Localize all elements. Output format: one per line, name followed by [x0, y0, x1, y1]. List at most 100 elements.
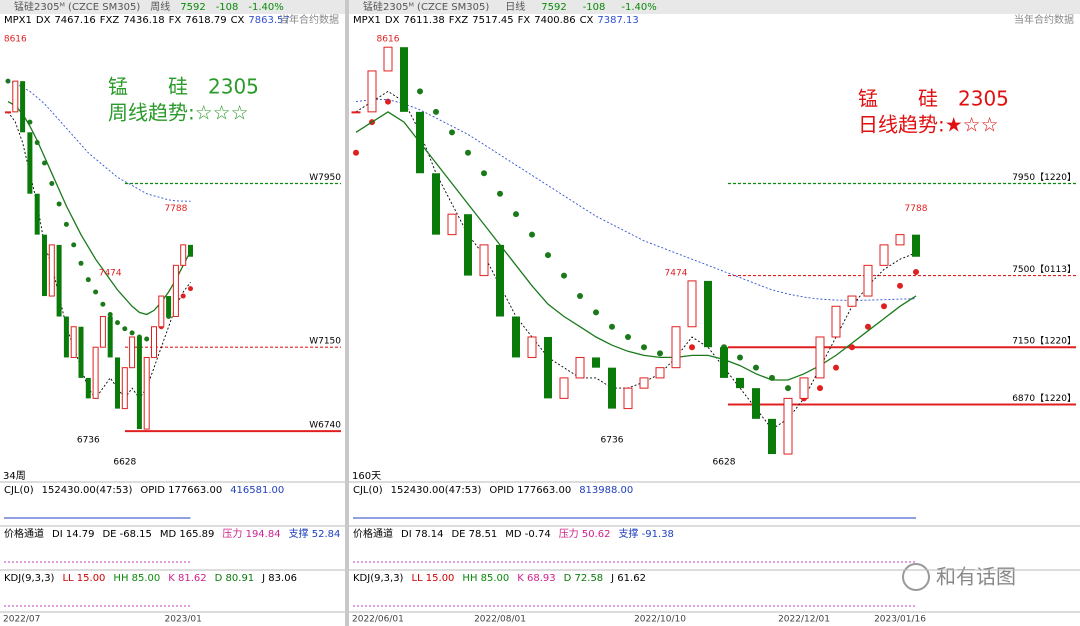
instrument-title: 锰硅2305ᴹ (CZCE SM305) — [363, 0, 489, 13]
bar-count: 34周 — [3, 470, 26, 482]
sar-dot — [93, 289, 99, 295]
indicator-name: 价格通道 — [4, 527, 44, 540]
sar-dot — [100, 301, 106, 307]
indicator-value: DE 78.51 — [451, 529, 497, 540]
candle — [158, 295, 165, 328]
watermark-icon — [902, 563, 930, 591]
extreme-label: 7474 — [99, 268, 122, 278]
level-label: 7150【1220】 — [1012, 336, 1076, 347]
sar-dot — [417, 88, 423, 95]
candle — [639, 377, 649, 389]
indicator-value: 416581.00 — [230, 485, 284, 496]
last-price: 7592 — [541, 2, 566, 13]
candle — [367, 70, 377, 113]
indicator-value: OPID 177663.00 — [140, 485, 222, 496]
candle — [575, 356, 585, 379]
instrument-title: 锰硅2305ᴹ (CZCE SM305) — [14, 0, 140, 13]
sar-dot — [865, 323, 871, 330]
candle — [188, 244, 193, 257]
sar-dot — [833, 364, 839, 371]
header-bar — [0, 0, 345, 14]
candle — [416, 111, 424, 174]
sar-dot — [641, 344, 647, 351]
indicator-value: DI 78.14 — [401, 529, 443, 540]
indicator-value: LL 15.00 — [411, 573, 454, 584]
sar-dot — [5, 78, 11, 84]
indicator-value: OPID 177663.00 — [489, 485, 571, 496]
x-tick-label: 2022/07 — [3, 615, 40, 625]
candle — [687, 280, 697, 328]
indicator-value: D 72.58 — [564, 573, 604, 584]
trend-name: 锰 硅 2305 — [858, 87, 1009, 111]
indicator-value: MD -0.74 — [505, 529, 550, 540]
price-change: -108 — [583, 2, 606, 13]
candle — [151, 326, 157, 358]
sar-dot — [561, 272, 567, 279]
candle — [783, 397, 793, 455]
last-price: 7592 — [180, 2, 205, 13]
candle — [92, 346, 99, 399]
period: 日线 — [505, 0, 525, 13]
candle — [383, 46, 393, 72]
extreme-label: 8616 — [377, 35, 400, 45]
candle — [56, 244, 62, 317]
candle — [180, 244, 187, 266]
candle — [879, 244, 889, 266]
candle — [895, 234, 905, 246]
legend-value: 7436.18 — [123, 15, 164, 26]
bar-count: 160天 — [352, 471, 381, 482]
indicator-name: CJL(0) — [4, 485, 34, 496]
candle — [655, 367, 665, 379]
level-label: W7150 — [309, 337, 341, 347]
legend-value: 7863.57 — [248, 15, 289, 26]
candle — [78, 326, 84, 378]
indicator-value: J 83.06 — [261, 573, 297, 584]
price-change: -108 — [216, 2, 239, 13]
candle — [736, 377, 744, 389]
indicator-name: KDJ(9,3,3) — [4, 573, 55, 584]
sar-dot — [657, 350, 663, 357]
candle — [27, 132, 33, 194]
extreme-label: 7788 — [905, 204, 928, 214]
legend-title: MPX1 — [353, 15, 381, 26]
candle — [464, 214, 472, 276]
indicator-name: KDJ(9,3,3) — [353, 573, 404, 584]
candle — [559, 377, 569, 399]
extreme-label: 6736 — [77, 435, 100, 445]
legend-name: FXZ — [449, 15, 469, 26]
legend-value: 7400.86 — [534, 15, 575, 26]
candle — [99, 316, 106, 348]
candle — [671, 326, 681, 369]
extreme-label: 7788 — [164, 204, 187, 214]
indicator-value: 152430.00(47:53) — [42, 485, 133, 496]
sar-dot — [144, 336, 150, 342]
legend-value: 7517.45 — [472, 15, 513, 26]
sar-dot — [593, 309, 599, 316]
candle — [447, 213, 457, 236]
trend-text: 周线趋势:☆☆☆ — [108, 101, 249, 125]
level-label: W7950 — [309, 173, 341, 183]
level-label: 7950【1220】 — [1012, 172, 1076, 183]
sar-dot — [180, 293, 186, 299]
legend-value: 7618.79 — [185, 15, 226, 26]
candle — [799, 377, 809, 399]
candle — [592, 357, 600, 368]
sar-dot — [129, 330, 135, 336]
indicator-value: D 80.91 — [215, 573, 255, 584]
series-line — [355, 99, 917, 301]
note: 当年合约数据 — [1014, 13, 1074, 26]
price-change-pct: -1.40% — [621, 2, 656, 13]
legend-name: CX — [231, 15, 245, 26]
candle — [720, 347, 728, 378]
watermark: 和有话图 — [936, 565, 1016, 589]
legend-name: FXZ — [100, 15, 120, 26]
legend-title: MPX1 — [4, 15, 32, 26]
candle — [12, 80, 19, 113]
candle — [704, 280, 712, 348]
sar-dot — [625, 333, 631, 340]
sar-dot — [115, 320, 120, 326]
sar-dot — [737, 354, 743, 361]
legend-value: 7467.16 — [54, 15, 95, 26]
